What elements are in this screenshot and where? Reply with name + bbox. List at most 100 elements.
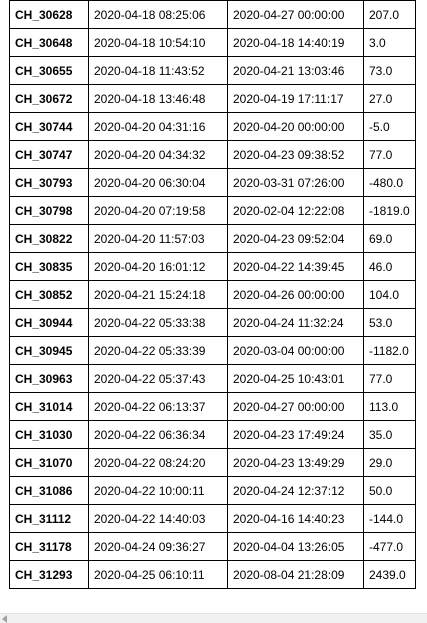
value-cell: -480.0 <box>363 168 416 197</box>
row-id-cell: CH_30963 <box>9 364 89 393</box>
value-cell: -477.0 <box>363 532 416 561</box>
end-datetime-cell: 2020-04-22 14:39:45 <box>227 252 364 281</box>
table-row: CH_30944 2020-04-22 05:33:38 2020-04-24 11… <box>9 308 416 337</box>
end-datetime-cell: 2020-04-18 14:40:19 <box>227 28 364 57</box>
start-datetime-cell: 2020-04-18 10:54:10 <box>88 28 228 57</box>
row-id-cell: CH_30944 <box>9 308 89 337</box>
start-datetime-cell: 2020-04-24 09:36:27 <box>88 532 228 561</box>
start-datetime-cell: 2020-04-20 16:01:12 <box>88 252 228 281</box>
table-row: CH_31030 2020-04-22 06:36:34 2020-04-23 17… <box>9 420 416 449</box>
end-datetime-cell: 2020-04-24 11:32:24 <box>227 308 364 337</box>
data-table: CH_30628 2020-04-18 08:25:06 2020-04-27 00… <box>9 0 416 589</box>
row-id-cell: CH_30672 <box>9 84 89 113</box>
table-row: CH_30648 2020-04-18 10:54:10 2020-04-18 14… <box>9 28 416 57</box>
table-row: CH_31086 2020-04-22 10:00:11 2020-04-24 12… <box>9 476 416 505</box>
end-datetime-cell: 2020-04-26 00:00:00 <box>227 280 364 309</box>
data-table-container: CH_30628 2020-04-18 08:25:06 2020-04-27 00… <box>9 0 416 589</box>
row-id-cell: CH_30655 <box>9 56 89 85</box>
start-datetime-cell: 2020-04-20 06:30:04 <box>88 168 228 197</box>
start-datetime-cell: 2020-04-20 04:34:32 <box>88 140 228 169</box>
end-datetime-cell: 2020-04-23 09:38:52 <box>227 140 364 169</box>
row-id-cell: CH_30747 <box>9 140 89 169</box>
value-cell: 69.0 <box>363 224 416 253</box>
end-datetime-cell: 2020-04-23 09:52:04 <box>227 224 364 253</box>
row-id-cell: CH_30793 <box>9 168 89 197</box>
end-datetime-cell: 2020-04-27 00:00:00 <box>227 0 364 29</box>
value-cell: -1819.0 <box>363 196 416 225</box>
table-row: CH_30945 2020-04-22 05:33:39 2020-03-04 00… <box>9 336 416 365</box>
value-cell: 35.0 <box>363 420 416 449</box>
start-datetime-cell: 2020-04-18 08:25:06 <box>88 0 228 29</box>
start-datetime-cell: 2020-04-20 07:19:58 <box>88 196 228 225</box>
start-datetime-cell: 2020-04-25 06:10:11 <box>88 560 228 589</box>
table-row: CH_30835 2020-04-20 16:01:12 2020-04-22 14… <box>9 252 416 281</box>
end-datetime-cell: 2020-04-23 13:49:29 <box>227 448 364 477</box>
row-id-cell: CH_30945 <box>9 336 89 365</box>
table-row: CH_30822 2020-04-20 11:57:03 2020-04-23 09… <box>9 224 416 253</box>
value-cell: 46.0 <box>363 252 416 281</box>
table-row: CH_30747 2020-04-20 04:34:32 2020-04-23 09… <box>9 140 416 169</box>
end-datetime-cell: 2020-04-04 13:26:05 <box>227 532 364 561</box>
table-row: CH_30655 2020-04-18 11:43:52 2020-04-21 13… <box>9 56 416 85</box>
end-datetime-cell: 2020-04-27 00:00:00 <box>227 392 364 421</box>
value-cell: 27.0 <box>363 84 416 113</box>
value-cell: 77.0 <box>363 364 416 393</box>
end-datetime-cell: 2020-03-04 00:00:00 <box>227 336 364 365</box>
end-datetime-cell: 2020-04-25 10:43:01 <box>227 364 364 393</box>
row-id-cell: CH_30744 <box>9 112 89 141</box>
start-datetime-cell: 2020-04-20 04:31:16 <box>88 112 228 141</box>
row-id-cell: CH_31178 <box>9 532 89 561</box>
table-row: CH_31070 2020-04-22 08:24:20 2020-04-23 13… <box>9 448 416 477</box>
row-id-cell: CH_31112 <box>9 504 89 533</box>
end-datetime-cell: 2020-04-24 12:37:12 <box>227 476 364 505</box>
value-cell: 50.0 <box>363 476 416 505</box>
row-id-cell: CH_31014 <box>9 392 89 421</box>
start-datetime-cell: 2020-04-21 15:24:18 <box>88 280 228 309</box>
start-datetime-cell: 2020-04-22 06:36:34 <box>88 420 228 449</box>
row-id-cell: CH_31293 <box>9 560 89 589</box>
table-row: CH_31112 2020-04-22 14:40:03 2020-04-16 14… <box>9 504 416 533</box>
start-datetime-cell: 2020-04-18 11:43:52 <box>88 56 228 85</box>
start-datetime-cell: 2020-04-22 08:24:20 <box>88 448 228 477</box>
end-datetime-cell: 2020-04-20 00:00:00 <box>227 112 364 141</box>
value-cell: 77.0 <box>363 140 416 169</box>
end-datetime-cell: 2020-04-23 17:49:24 <box>227 420 364 449</box>
start-datetime-cell: 2020-04-18 13:46:48 <box>88 84 228 113</box>
value-cell: 29.0 <box>363 448 416 477</box>
value-cell: 73.0 <box>363 56 416 85</box>
end-datetime-cell: 2020-02-04 12:22:08 <box>227 196 364 225</box>
value-cell: 207.0 <box>363 0 416 29</box>
start-datetime-cell: 2020-04-22 05:37:43 <box>88 364 228 393</box>
value-cell: -144.0 <box>363 504 416 533</box>
value-cell: 104.0 <box>363 280 416 309</box>
start-datetime-cell: 2020-04-22 10:00:11 <box>88 476 228 505</box>
scroll-left-arrow-icon[interactable] <box>2 615 7 623</box>
horizontal-scrollbar[interactable] <box>0 613 427 623</box>
end-datetime-cell: 2020-04-16 14:40:23 <box>227 504 364 533</box>
row-id-cell: CH_30852 <box>9 280 89 309</box>
start-datetime-cell: 2020-04-22 14:40:03 <box>88 504 228 533</box>
start-datetime-cell: 2020-04-22 06:13:37 <box>88 392 228 421</box>
table-row: CH_30744 2020-04-20 04:31:16 2020-04-20 00… <box>9 112 416 141</box>
table-row: CH_31014 2020-04-22 06:13:37 2020-04-27 00… <box>9 392 416 421</box>
value-cell: 53.0 <box>363 308 416 337</box>
table-row: CH_30628 2020-04-18 08:25:06 2020-04-27 00… <box>9 0 416 29</box>
end-datetime-cell: 2020-03-31 07:26:00 <box>227 168 364 197</box>
value-cell: -1182.0 <box>363 336 416 365</box>
row-id-cell: CH_30822 <box>9 224 89 253</box>
row-id-cell: CH_31030 <box>9 420 89 449</box>
row-id-cell: CH_31086 <box>9 476 89 505</box>
value-cell: -5.0 <box>363 112 416 141</box>
row-id-cell: CH_30628 <box>9 0 89 29</box>
row-id-cell: CH_30835 <box>9 252 89 281</box>
start-datetime-cell: 2020-04-22 05:33:38 <box>88 308 228 337</box>
value-cell: 3.0 <box>363 28 416 57</box>
table-row: CH_30963 2020-04-22 05:37:43 2020-04-25 10… <box>9 364 416 393</box>
start-datetime-cell: 2020-04-22 05:33:39 <box>88 336 228 365</box>
table-row: CH_30852 2020-04-21 15:24:18 2020-04-26 00… <box>9 280 416 309</box>
value-cell: 113.0 <box>363 392 416 421</box>
value-cell: 2439.0 <box>363 560 416 589</box>
end-datetime-cell: 2020-04-21 13:03:46 <box>227 56 364 85</box>
table-row: CH_31178 2020-04-24 09:36:27 2020-04-04 13… <box>9 532 416 561</box>
row-id-cell: CH_30798 <box>9 196 89 225</box>
